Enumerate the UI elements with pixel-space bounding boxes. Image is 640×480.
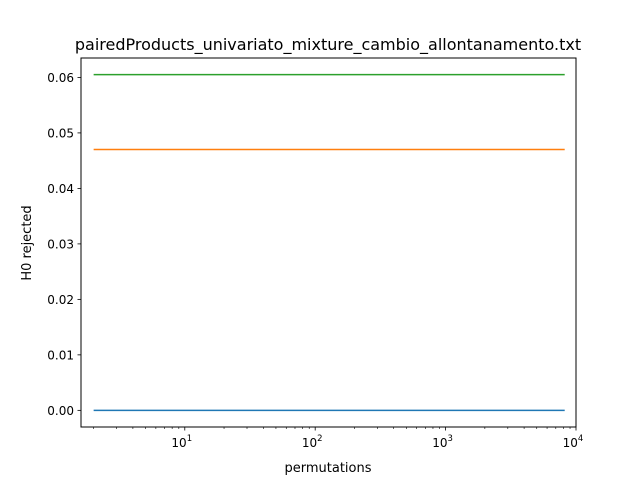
y-tick-label-7: 0.06	[47, 71, 74, 85]
series-layer	[93, 73, 565, 412]
y-tick-label-1: 0.00	[47, 404, 74, 418]
chart-title: pairedProducts_univariato_mixture_cambio…	[75, 35, 581, 55]
x-tick-label-3: 103	[432, 434, 453, 450]
plot-frame	[80, 57, 577, 428]
x-tick-label-1: 101	[171, 434, 192, 450]
x-axis: 101 102 103 104	[93, 427, 584, 450]
y-tick-label-6: 0.05	[47, 126, 74, 140]
y-tick-label-3: 0.02	[47, 293, 74, 307]
x-tick-label-4: 104	[563, 434, 584, 450]
y-tick-label-2: 0.01	[47, 348, 74, 362]
x-axis-label: permutations	[284, 461, 371, 476]
y-tick-label-5: 0.04	[47, 182, 74, 196]
y-axis: 0.00 0.01 0.02 0.03 0.04 0.05 0.06	[47, 71, 81, 418]
x-tick-label-2: 102	[302, 434, 323, 450]
y-axis-label: H0 rejected	[20, 205, 35, 280]
y-tick-label-4: 0.03	[47, 237, 74, 251]
